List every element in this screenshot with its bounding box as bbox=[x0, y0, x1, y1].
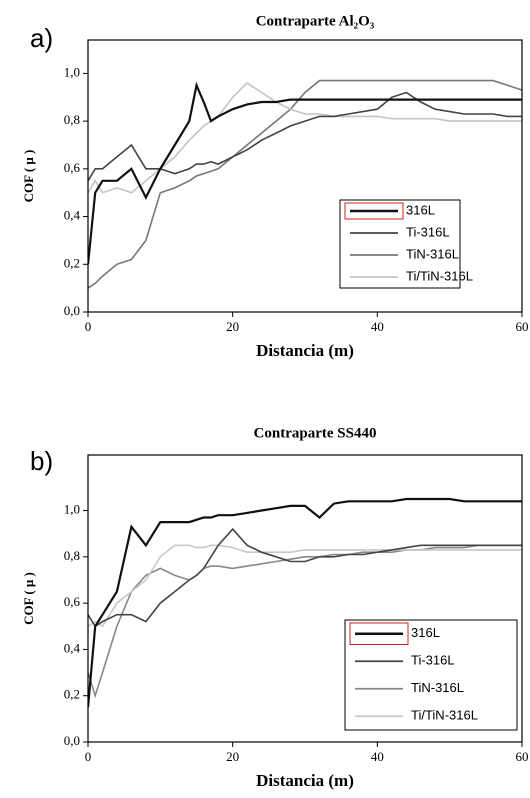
legend-label: 316L bbox=[406, 202, 435, 217]
y-tick-label: 0,0 bbox=[64, 303, 80, 318]
y-tick-label: 0,6 bbox=[64, 594, 81, 609]
series-line bbox=[88, 81, 522, 194]
plot-frame bbox=[87, 39, 523, 313]
x-tick-label: 60 bbox=[516, 319, 529, 334]
y-axis-label: COF ( μ ) bbox=[21, 150, 36, 203]
y-tick-label: 0,2 bbox=[64, 687, 80, 702]
x-axis-label: Distancia (m) bbox=[256, 771, 354, 790]
legend-label: Ti-316L bbox=[411, 653, 455, 668]
x-tick-label: 40 bbox=[371, 749, 384, 764]
y-tick-label: 0,6 bbox=[64, 160, 81, 175]
chart-title: Contraparte SS440 bbox=[254, 425, 377, 441]
series-line bbox=[88, 527, 522, 628]
x-tick-label: 40 bbox=[371, 319, 384, 334]
x-tick-label: 60 bbox=[516, 749, 529, 764]
x-tick-label: 20 bbox=[226, 749, 239, 764]
y-tick-label: 0,0 bbox=[64, 733, 80, 748]
legend-label: Ti/TiN-316L bbox=[411, 708, 478, 723]
y-tick-label: 1,0 bbox=[64, 64, 80, 79]
legend-label: Ti-316L bbox=[406, 224, 450, 239]
x-tick-label: 20 bbox=[226, 319, 239, 334]
series-line bbox=[88, 81, 522, 265]
y-tick-label: 0,2 bbox=[64, 255, 80, 270]
legend-box bbox=[344, 619, 518, 731]
panel-label: a) bbox=[30, 23, 53, 53]
y-tick-label: 0,8 bbox=[64, 112, 80, 127]
series-line bbox=[88, 79, 522, 289]
y-tick-label: 0,4 bbox=[64, 640, 81, 655]
series-line bbox=[88, 544, 522, 699]
x-tick-label: 0 bbox=[85, 749, 92, 764]
y-axis-label: COF ( μ ) bbox=[21, 572, 36, 625]
series-line bbox=[88, 91, 522, 182]
legend-label: TiN-316L bbox=[411, 680, 464, 695]
selection-box bbox=[344, 202, 404, 220]
y-tick-label: 0,4 bbox=[64, 208, 81, 223]
panel-label: b) bbox=[30, 446, 53, 476]
legend-box bbox=[339, 199, 461, 289]
legend-label: Ti/TiN-316L bbox=[406, 268, 473, 283]
y-tick-label: 0,8 bbox=[64, 548, 80, 563]
x-tick-label: 0 bbox=[85, 319, 92, 334]
series-line bbox=[88, 544, 522, 628]
y-tick-label: 1,0 bbox=[64, 502, 80, 517]
series-line bbox=[88, 497, 522, 708]
chart-title: Contraparte Al₂O₃ bbox=[256, 13, 375, 29]
legend-label: TiN-316L bbox=[406, 246, 459, 261]
x-axis-label: Distancia (m) bbox=[256, 341, 354, 360]
plot-frame bbox=[87, 454, 523, 743]
selection-box bbox=[349, 622, 409, 645]
legend-label: 316L bbox=[411, 625, 440, 640]
